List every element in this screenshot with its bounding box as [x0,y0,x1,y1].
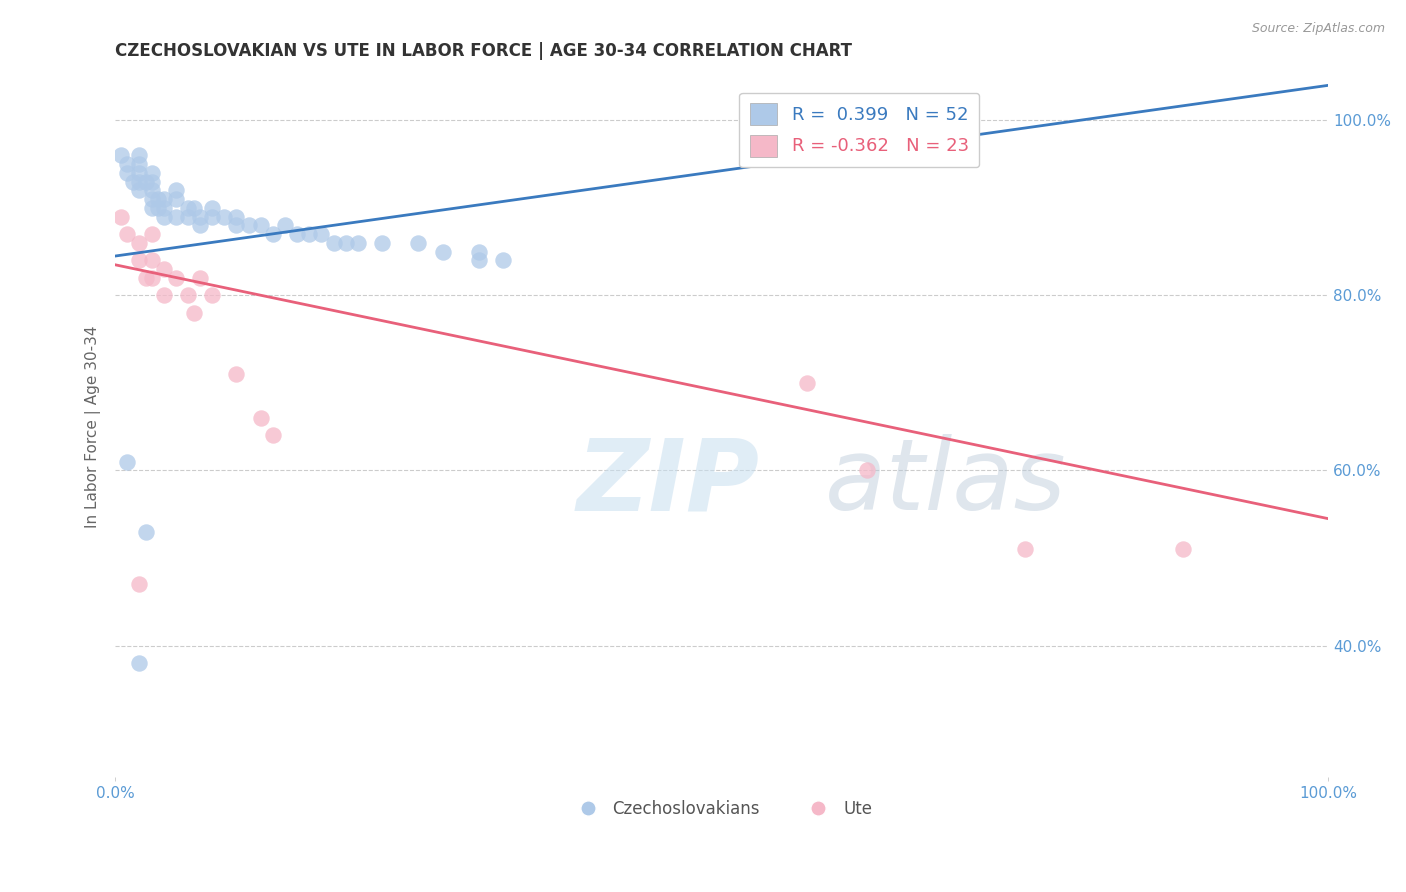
Point [110,210,132,224]
Point [141,166,163,180]
Y-axis label: In Labor Force | Age 30-34: In Labor Force | Age 30-34 [86,326,101,528]
Point [134,271,156,285]
Point [177,210,200,224]
Point [1014,542,1036,557]
Point [141,253,163,268]
Point [146,201,169,215]
Point [177,201,200,215]
Text: CZECHOSLOVAKIAN VS UTE IN LABOR FORCE | AGE 30-34 CORRELATION CHART: CZECHOSLOVAKIAN VS UTE IN LABOR FORCE | … [115,42,852,60]
Point [117,227,139,242]
Point [346,235,368,250]
Point [165,183,187,197]
Point [117,455,139,469]
Point [322,235,344,250]
Point [128,235,150,250]
Point [152,210,174,224]
Point [128,577,150,591]
Point [128,157,150,171]
Point [311,227,333,242]
Point [152,192,174,206]
Point [128,175,150,189]
Point [134,175,156,189]
Point [468,253,491,268]
Point [128,253,150,268]
Point [183,201,205,215]
Point [165,210,187,224]
Point [117,166,139,180]
Legend: Czechoslovakians, Ute: Czechoslovakians, Ute [564,793,879,824]
Point [856,463,879,477]
Point [152,288,174,302]
Point [141,175,163,189]
Point [238,219,260,233]
Point [214,210,236,224]
Point [141,227,163,242]
Point [152,262,174,277]
Point [134,524,156,539]
Point [128,166,150,180]
Point [128,656,150,670]
Text: ZIP: ZIP [576,434,759,532]
Point [141,183,163,197]
Point [371,235,394,250]
Text: Source: ZipAtlas.com: Source: ZipAtlas.com [1251,22,1385,36]
Point [432,244,454,259]
Point [262,428,284,442]
Point [225,219,247,233]
Point [177,288,200,302]
Point [188,210,211,224]
Point [262,227,284,242]
Point [183,306,205,320]
Point [1171,542,1194,557]
Point [117,157,139,171]
Point [188,219,211,233]
Point [408,235,430,250]
Point [225,210,247,224]
Point [128,183,150,197]
Point [122,175,145,189]
Point [128,148,150,162]
Point [796,376,818,390]
Point [152,201,174,215]
Point [110,148,132,162]
Point [285,227,308,242]
Point [249,411,271,425]
Point [141,192,163,206]
Text: atlas: atlas [825,434,1066,532]
Point [335,235,357,250]
Point [468,244,491,259]
Point [141,201,163,215]
Point [201,210,224,224]
Point [188,271,211,285]
Point [201,201,224,215]
Point [165,192,187,206]
Point [225,368,247,382]
Point [165,271,187,285]
Point [201,288,224,302]
Point [141,271,163,285]
Point [146,192,169,206]
Point [274,219,297,233]
Point [249,219,271,233]
Point [492,253,515,268]
Point [298,227,321,242]
